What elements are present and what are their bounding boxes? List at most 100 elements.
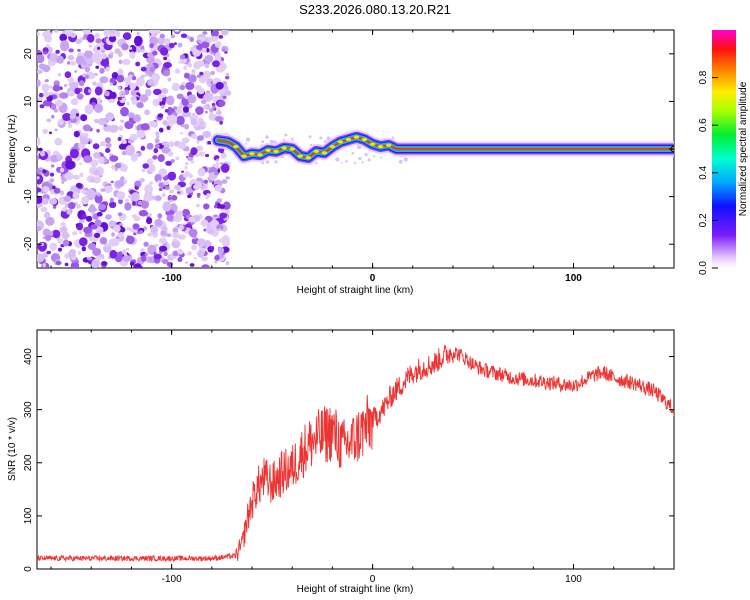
noise-blob [54, 137, 62, 145]
track-hotspot [353, 135, 360, 139]
noise-blob [184, 123, 190, 130]
noise-blob [180, 33, 188, 39]
noise-blob [98, 156, 105, 164]
noise-dot [265, 160, 270, 164]
noise-blob [148, 30, 158, 35]
noise-blob [151, 245, 157, 252]
noise-blob [68, 249, 76, 258]
noise-blob [122, 58, 131, 65]
noise-blob [143, 194, 151, 202]
noise-blob [88, 44, 92, 48]
noise-blob [121, 43, 129, 51]
noise-blob [214, 41, 222, 48]
noise-blob [212, 105, 216, 110]
noise-blob [118, 143, 126, 150]
noise-blob [109, 30, 116, 34]
noise-blob [103, 123, 108, 128]
noise-blob [161, 258, 169, 264]
noise-blob [157, 36, 166, 45]
noise-blob [74, 70, 78, 73]
noise-blob [133, 114, 141, 123]
noise-blob [217, 247, 225, 254]
noise-blob [167, 77, 172, 82]
noise-blob [187, 194, 192, 199]
x-tick-label: 0 [370, 574, 376, 585]
noise-blob [140, 251, 147, 257]
noise-blob [38, 92, 44, 98]
noise-blob [37, 97, 43, 102]
noise-blob [161, 94, 166, 98]
noise-blob [157, 154, 165, 163]
noise-blob [94, 86, 103, 96]
noise-dot [319, 136, 323, 140]
noise-blob [126, 101, 130, 106]
noise-blob [105, 214, 112, 220]
noise-blob [210, 70, 215, 76]
noise-blob [131, 192, 140, 202]
noise-blob [152, 50, 158, 56]
noise-blob [49, 52, 58, 63]
noise-blob [176, 93, 184, 100]
noise-dot [380, 156, 382, 159]
noise-blob [67, 54, 75, 61]
snr-ylabel: SNR (10 * v/v) [7, 417, 18, 481]
noise-blob [121, 139, 128, 145]
noise-blob [40, 150, 46, 157]
noise-blob [88, 89, 92, 93]
noise-blob [103, 185, 113, 193]
noise-blob [181, 170, 184, 173]
noise-blob [214, 214, 218, 218]
noise-blob [77, 49, 81, 52]
noise-blob [203, 92, 213, 102]
noise-blob [96, 208, 100, 212]
track-hotspot [337, 140, 344, 144]
noise-blob [171, 82, 180, 92]
noise-blob [158, 168, 168, 178]
noise-blob [148, 120, 158, 127]
noise-blob [161, 104, 165, 109]
colorbar-tick-label: 0.4 [698, 165, 709, 179]
noise-blob [185, 82, 195, 90]
noise-blob [184, 171, 191, 177]
noise-blob [196, 140, 200, 144]
noise-blob [198, 151, 205, 157]
noise-blob [147, 232, 153, 237]
noise-blob [199, 71, 204, 76]
noise-blob [217, 228, 222, 232]
noise-blob [224, 75, 230, 80]
noise-dot [367, 158, 371, 162]
noise-blob [161, 192, 166, 198]
noise-blob [161, 146, 171, 154]
noise-blob [219, 120, 223, 125]
snr-axes: -100 0 100 0 100 200 300 400 [23, 330, 674, 585]
noise-blob [181, 110, 192, 118]
noise-blob [105, 137, 111, 144]
noise-dot [351, 151, 355, 155]
noise-blob [59, 226, 68, 234]
colorbar-tick-label: 0.8 [698, 70, 709, 84]
noise-blob [197, 249, 205, 258]
noise-blob [157, 213, 163, 219]
noise-blob [57, 72, 62, 77]
noise-blob [62, 239, 69, 247]
noise-blob [201, 256, 209, 262]
noise-blob [191, 69, 196, 73]
noise-blob [54, 30, 59, 33]
noise-blob [128, 139, 132, 144]
noise-blob [187, 76, 196, 83]
noise-blob [52, 84, 61, 92]
noise-blob [92, 143, 100, 150]
noise-blob [214, 155, 220, 159]
noise-blob [95, 65, 100, 69]
noise-blob [177, 141, 187, 150]
noise-blob [94, 193, 103, 204]
noise-blob [103, 244, 112, 253]
noise-blob [37, 69, 43, 75]
noise-blob [37, 79, 41, 87]
noise-blob [196, 192, 201, 197]
noise-blob [70, 60, 76, 66]
noise-blob [202, 130, 212, 139]
x-tick-label: 100 [565, 574, 582, 585]
noise-blob [108, 238, 117, 247]
noise-blob [67, 61, 71, 65]
